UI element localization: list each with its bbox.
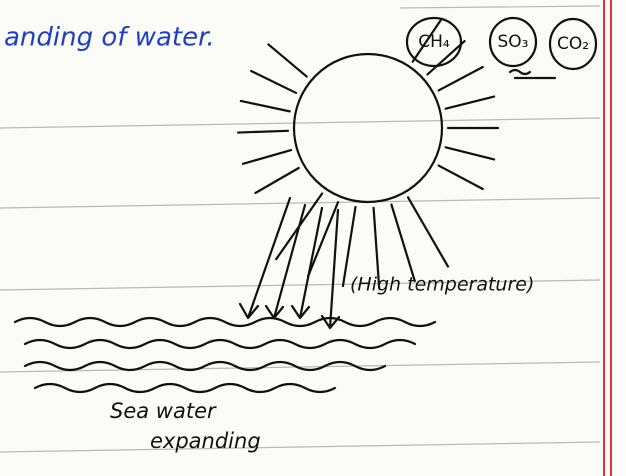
- page: {"header": {"title": "anding of water."}…: [0, 0, 626, 476]
- sea-label: Sea water: [110, 399, 217, 423]
- notebook-page: anding of water. CH₄ SO₃ CO₂ (High tempe…: [0, 0, 626, 476]
- gas-label: CO₂: [557, 34, 589, 54]
- heat-label: (High temperature): [350, 274, 534, 296]
- paper: [0, 0, 626, 476]
- gas-label: CH₄: [418, 32, 450, 52]
- title: anding of water.: [4, 23, 215, 53]
- gas-label: SO₃: [498, 32, 529, 52]
- sea-label: expanding: [150, 429, 261, 453]
